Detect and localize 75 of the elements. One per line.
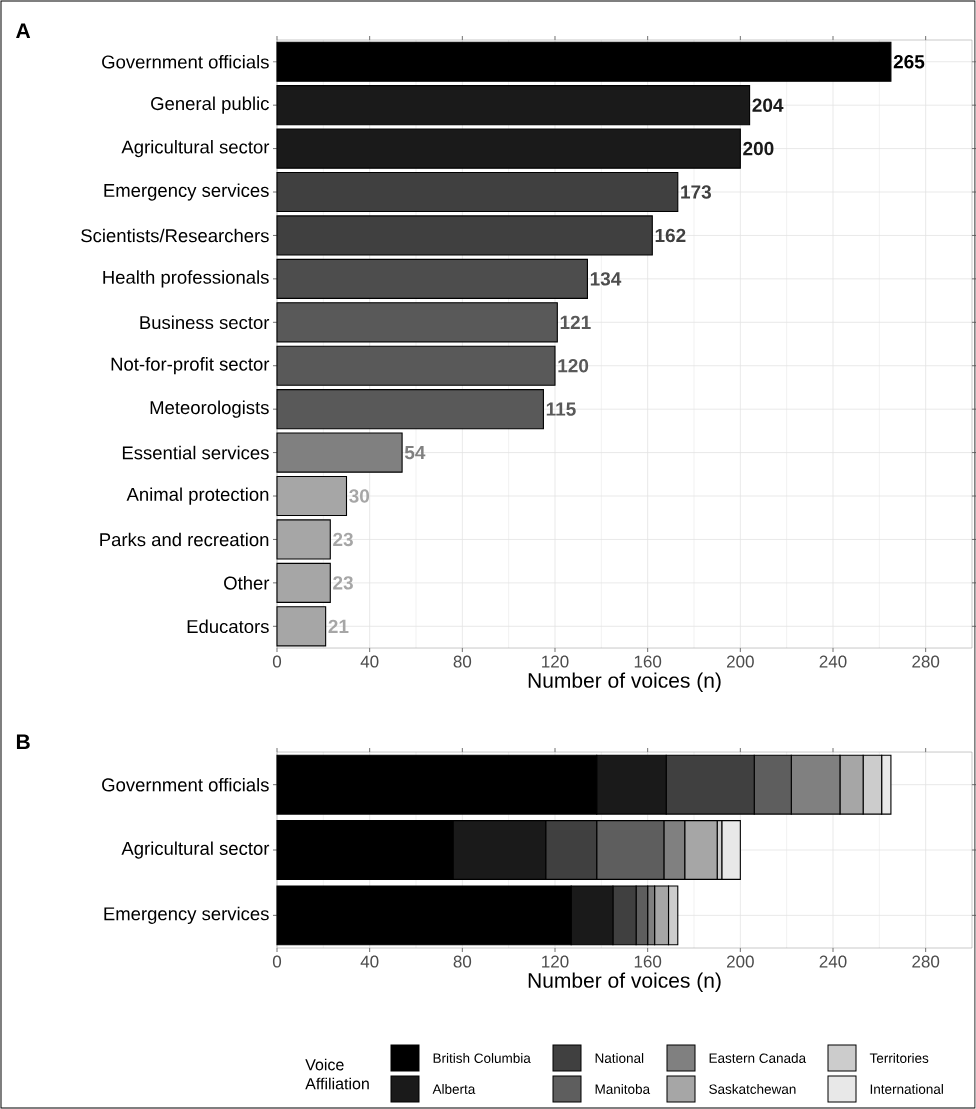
text: A: [15, 23, 30, 39]
x-tick-label: 240: [819, 955, 847, 968]
legend-label: Saskatchewan: [708, 1084, 796, 1094]
y-tick-label: Emergency services: [104, 183, 269, 201]
x-tick-label: 0: [272, 655, 281, 668]
y-tick-label: Agricultural sector: [121, 139, 269, 158]
bar: [276, 302, 558, 343]
bar: [276, 389, 544, 430]
bar: [721, 820, 741, 880]
bar: [276, 215, 653, 256]
y-tick-label: General public: [150, 96, 269, 114]
text: B: [16, 734, 30, 750]
bar: [276, 258, 588, 299]
x-tick-label: 0: [272, 955, 281, 968]
y-tick-label: Business sector: [140, 315, 269, 330]
x-tick-label: 280: [912, 955, 939, 968]
y-tick-label: Agricultural sector: [121, 841, 269, 859]
x-axis-title: Number of voices (n): [528, 672, 721, 693]
data-label: 54: [404, 445, 426, 460]
y-tick-label: Government officials: [101, 54, 269, 69]
data-label: 162: [655, 228, 686, 243]
legend-label: Alberta: [432, 1084, 476, 1094]
bar: [276, 41, 892, 82]
bar: [276, 562, 331, 603]
y-tick-label: Health professionals: [103, 270, 269, 288]
legend-label: Eastern Canada: [709, 1053, 806, 1063]
data-label: 134: [590, 272, 622, 286]
y-tick-label: Animal protection: [126, 487, 269, 505]
data-label: 23: [332, 576, 353, 590]
legend-label: National: [595, 1053, 643, 1063]
data-label: 21: [328, 619, 349, 633]
data-label: 120: [558, 359, 588, 373]
legend-label: British Columbia: [433, 1053, 531, 1063]
x-tick-label: 160: [634, 955, 661, 968]
legend-label: International: [870, 1084, 943, 1094]
y-tick-label: Essential services: [122, 445, 269, 460]
x-tick-label: 80: [453, 655, 471, 668]
x-tick-label: 40: [360, 955, 379, 968]
bar: [276, 519, 331, 560]
x-tick-label: 280: [912, 655, 939, 668]
y-tick-label: Parks and recreation: [100, 532, 269, 547]
data-label: 23: [332, 532, 353, 547]
y-tick-label: Government officials: [101, 777, 269, 792]
x-tick-label: 40: [360, 655, 379, 668]
bar: [276, 432, 403, 473]
data-label: 265: [893, 55, 925, 69]
y-tick-label: Other: [223, 576, 269, 590]
data-label: 173: [680, 185, 711, 199]
bar: [276, 606, 327, 647]
y-tick-label: Not-for-profit sector: [111, 357, 269, 375]
bar: [276, 345, 556, 386]
x-tick-label: 80: [453, 955, 471, 968]
x-tick-label: 240: [819, 655, 847, 668]
x-tick-label: 120: [541, 655, 569, 668]
x-tick-label: 200: [726, 655, 754, 668]
bar: [276, 85, 750, 126]
bar: [276, 128, 741, 169]
bar: [276, 171, 679, 213]
legend-title: Voice Affiliation: [305, 1058, 369, 1090]
y-tick-label: Educators: [187, 619, 269, 634]
y-tick-label: Scientists/Researchers: [80, 228, 269, 243]
x-tick-label: 160: [634, 655, 661, 668]
data-label: 115: [546, 402, 576, 416]
x-axis-title: Number of voices (n): [528, 972, 721, 993]
data-label: 121: [560, 315, 591, 329]
y-tick-label: Meteorologists: [150, 400, 269, 418]
x-tick-label: 200: [726, 955, 754, 968]
data-label: 204: [752, 98, 784, 112]
data-label: 200: [743, 141, 774, 156]
bar: [276, 475, 347, 517]
x-tick-label: 120: [541, 955, 569, 968]
legend-label: Manitoba: [595, 1084, 650, 1094]
legend-label: Territories: [869, 1053, 929, 1063]
data-label: 30: [348, 489, 369, 503]
y-tick-label: Emergency services: [104, 906, 269, 924]
